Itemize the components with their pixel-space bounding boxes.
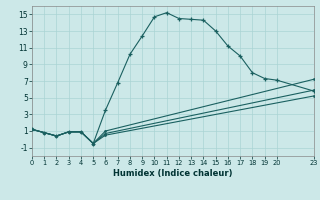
- X-axis label: Humidex (Indice chaleur): Humidex (Indice chaleur): [113, 169, 233, 178]
